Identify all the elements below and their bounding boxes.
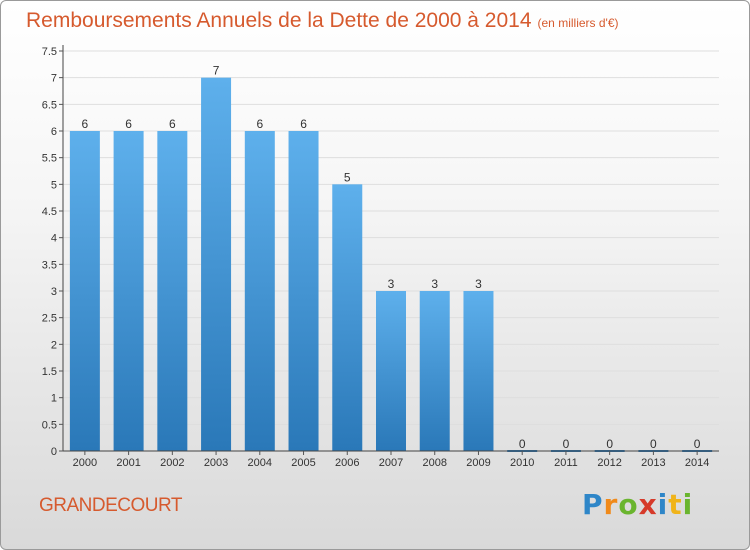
y-tick-label: 0 [51,446,57,458]
data-label-2005: 6 [300,117,307,131]
commune-name: GRANDECOURT [39,495,183,516]
data-label-2001: 6 [125,117,132,131]
data-label-2008: 3 [431,277,438,291]
bar-2004 [244,131,275,451]
bar-2006 [332,184,363,452]
y-tick-label: 2 [51,339,57,351]
x-tick-label-2002: 2002 [160,457,184,469]
x-tick-label-2009: 2009 [466,457,490,469]
y-tick-label: 1 [51,393,57,405]
bar-2005 [288,131,319,451]
y-tick-label: 5.5 [42,153,57,165]
bar-2008 [419,291,450,451]
x-tick-label-2000: 2000 [73,457,97,469]
y-tick-label: 4.5 [42,206,57,218]
x-tick-label-2003: 2003 [204,457,228,469]
y-tick-label: 2.5 [42,313,57,325]
y-axis-ticks: 0 0.5 1 1.5 2 2.5 3 3.5 4 4.5 5 5.5 6 6.5 7 7.5 [42,46,63,458]
chart-title-text: Remboursements Annuels de la Dette de 20… [26,9,532,32]
y-tick-label: 7 [51,73,57,85]
data-label-2009: 3 [475,277,482,291]
y-tick-label: 3.5 [42,259,57,271]
bar-2001 [113,131,144,451]
data-label-2010: 0 [519,437,526,451]
chart-subtitle: (en milliers d'€) [537,16,619,30]
chart-title: Remboursements Annuels de la Dette de 20… [26,9,619,33]
x-tick-label-2011: 2011 [554,457,578,469]
data-label-2000: 6 [82,117,89,131]
y-tick-label: 5 [51,179,57,191]
data-label-2002: 6 [169,117,176,131]
y-tick-label: 6 [51,126,57,138]
data-label-2006: 5 [344,170,351,184]
x-tick-label-2007: 2007 [379,457,403,469]
bar-2000 [69,131,100,451]
bars [69,77,713,452]
bar-2003 [201,77,232,452]
x-tick-label-2005: 2005 [291,457,315,469]
y-tick-label: 4 [51,233,57,245]
y-tick-label: 6.5 [42,99,57,111]
x-axis-ticks: 2000 2001 2002 2003 2004 2005 2006 2007 2008 2009… [73,451,709,469]
x-tick-label-2013: 2013 [641,457,665,469]
x-tick-label-2006: 2006 [335,457,359,469]
y-tick-label: 7.5 [42,46,57,58]
data-label-2007: 3 [388,277,395,291]
data-label-2004: 6 [256,117,263,131]
bar-2009 [463,291,494,451]
proxiti-logo[interactable]: Proxiti [582,488,694,521]
data-label-2014: 0 [694,437,701,451]
x-tick-label-2012: 2012 [597,457,621,469]
data-label-2011: 0 [563,437,570,451]
y-tick-label: 3 [51,286,57,298]
y-tick-label: 1.5 [42,366,57,378]
data-labels: 6 6 6 7 6 6 5 3 3 3 0 0 0 0 0 [82,64,701,451]
x-tick-label-2010: 2010 [510,457,534,469]
data-label-2012: 0 [606,437,613,451]
x-tick-label-2004: 2004 [248,457,272,469]
bar-2002 [157,131,188,451]
bar-2007 [376,291,406,451]
y-tick-label: 0.5 [42,419,57,431]
x-tick-label-2014: 2014 [685,457,709,469]
x-tick-label-2008: 2008 [422,457,446,469]
x-tick-label-2001: 2001 [116,457,140,469]
data-label-2003: 7 [213,64,220,78]
data-label-2013: 0 [650,437,657,451]
